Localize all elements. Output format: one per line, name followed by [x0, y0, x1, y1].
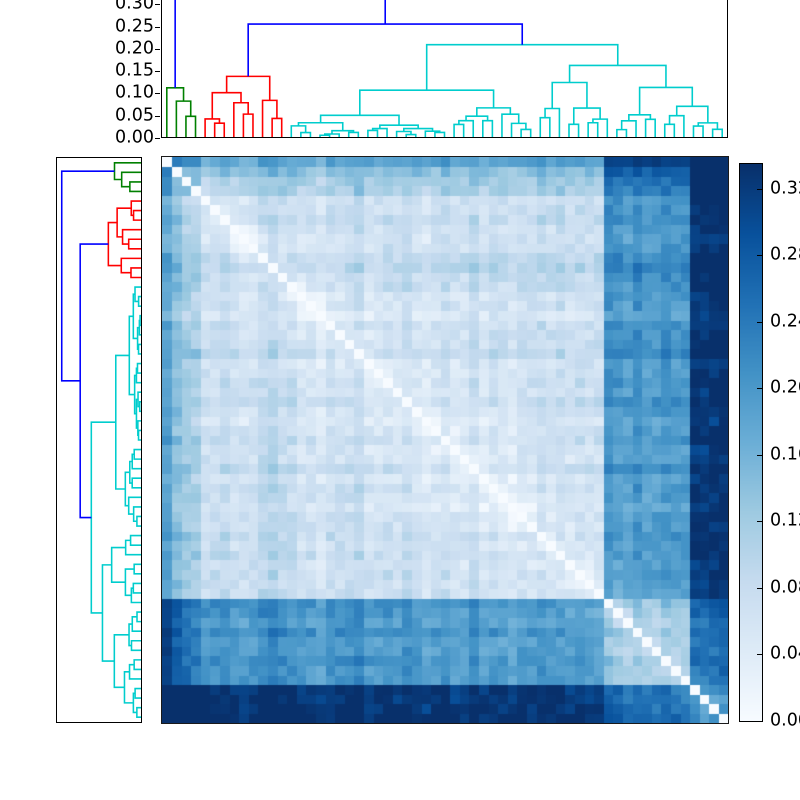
dendrogram-tick-mark: [155, 4, 160, 6]
colorbar-tick-label: 0.20: [770, 377, 800, 398]
column-dendrogram-tree: [165, 0, 724, 137]
row-dendrogram: [56, 157, 142, 723]
dendrogram-tick-mark: [155, 115, 160, 117]
colorbar-tick-label: 0.12: [770, 510, 800, 531]
colorbar-tick-label: 0.04: [770, 643, 800, 664]
colorbar-tick-label: 0.32: [770, 178, 800, 199]
dendrogram-tick-mark: [155, 138, 160, 139]
dendrogram-tick-label: 0.20: [115, 38, 154, 59]
row-dendrogram-tree: [60, 161, 141, 719]
colorbar-tick-label: 0.24: [770, 311, 800, 332]
colorbar: [739, 163, 763, 722]
colorbar-tick-label: 0.08: [770, 577, 800, 598]
colorbar-tick-label: 0.28: [770, 244, 800, 265]
dendrogram-tick-mark: [155, 93, 160, 95]
dendrogram-tick-label: 0.25: [115, 15, 154, 36]
colorbar-tick-label: 0.16: [770, 444, 800, 465]
colorbar-tick-label: 0.00: [770, 710, 800, 731]
dendrogram-tick-mark: [155, 48, 160, 50]
dendrogram-tick-mark: [155, 71, 160, 73]
dendrogram-tick-label: 0.05: [115, 104, 154, 125]
top-dendrogram-axis: 0.000.050.100.150.200.250.300.35: [108, 0, 160, 146]
dendrogram-tick-label: 0.10: [115, 82, 154, 103]
heatmap: [161, 156, 729, 724]
dendrogram-tick-label: 0.00: [115, 127, 154, 148]
dendrogram-tick-label: 0.30: [115, 0, 154, 14]
dendrogram-tick-mark: [155, 26, 160, 28]
heatmap-matrix: [162, 157, 728, 723]
colorbar-gradient: [740, 164, 762, 721]
column-dendrogram: [161, 0, 728, 138]
dendrogram-tick-label: 0.15: [115, 60, 154, 81]
